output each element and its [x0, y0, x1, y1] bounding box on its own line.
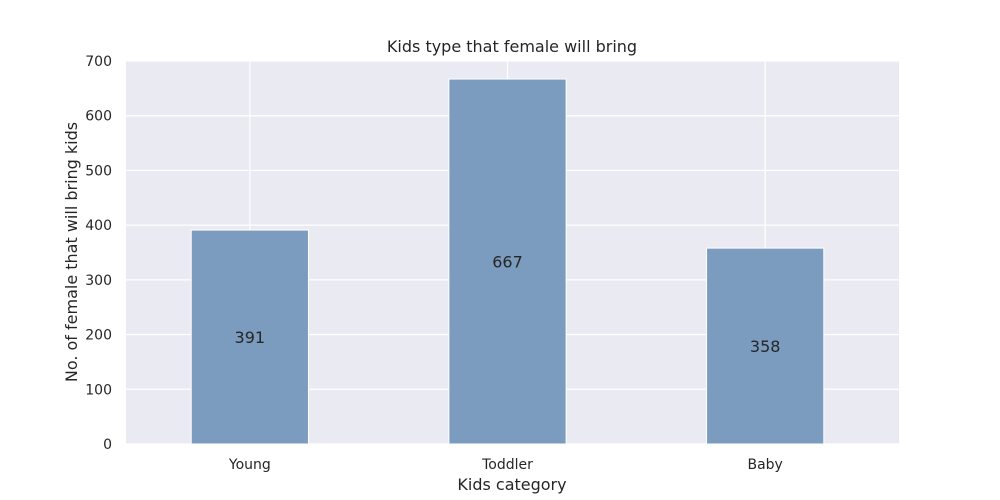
x-axis-ticks: Young Toddler Baby: [228, 457, 783, 473]
y-tick-label: 200: [85, 328, 112, 344]
data-label-young: 391: [235, 328, 266, 347]
x-tick-label: Toddler: [481, 457, 533, 473]
bar-baby: [706, 247, 825, 445]
chart-title: Kids type that female will bring: [387, 37, 637, 56]
x-axis-title: Kids category: [457, 475, 566, 494]
data-label-toddler: 667: [492, 253, 523, 272]
bar-toddler: [448, 78, 567, 445]
y-tick-label: 0: [103, 437, 112, 453]
y-tick-label: 600: [85, 109, 112, 125]
data-label-baby: 358: [750, 337, 781, 356]
y-axis-title: No. of female that will bring kids: [62, 122, 81, 382]
y-axis-ticks: 0 100 200 300 400 500 600 700: [85, 54, 112, 453]
y-tick-label: 300: [85, 273, 112, 289]
y-tick-label: 700: [85, 54, 112, 70]
x-tick-label: Baby: [747, 457, 782, 473]
data-labels: 391 667 358: [235, 253, 781, 357]
bar-young: [190, 229, 309, 445]
x-tick-label: Young: [228, 457, 271, 473]
y-tick-label: 500: [85, 163, 112, 179]
bars: [190, 78, 825, 445]
y-tick-label: 400: [85, 218, 112, 234]
y-tick-label: 100: [85, 382, 112, 398]
